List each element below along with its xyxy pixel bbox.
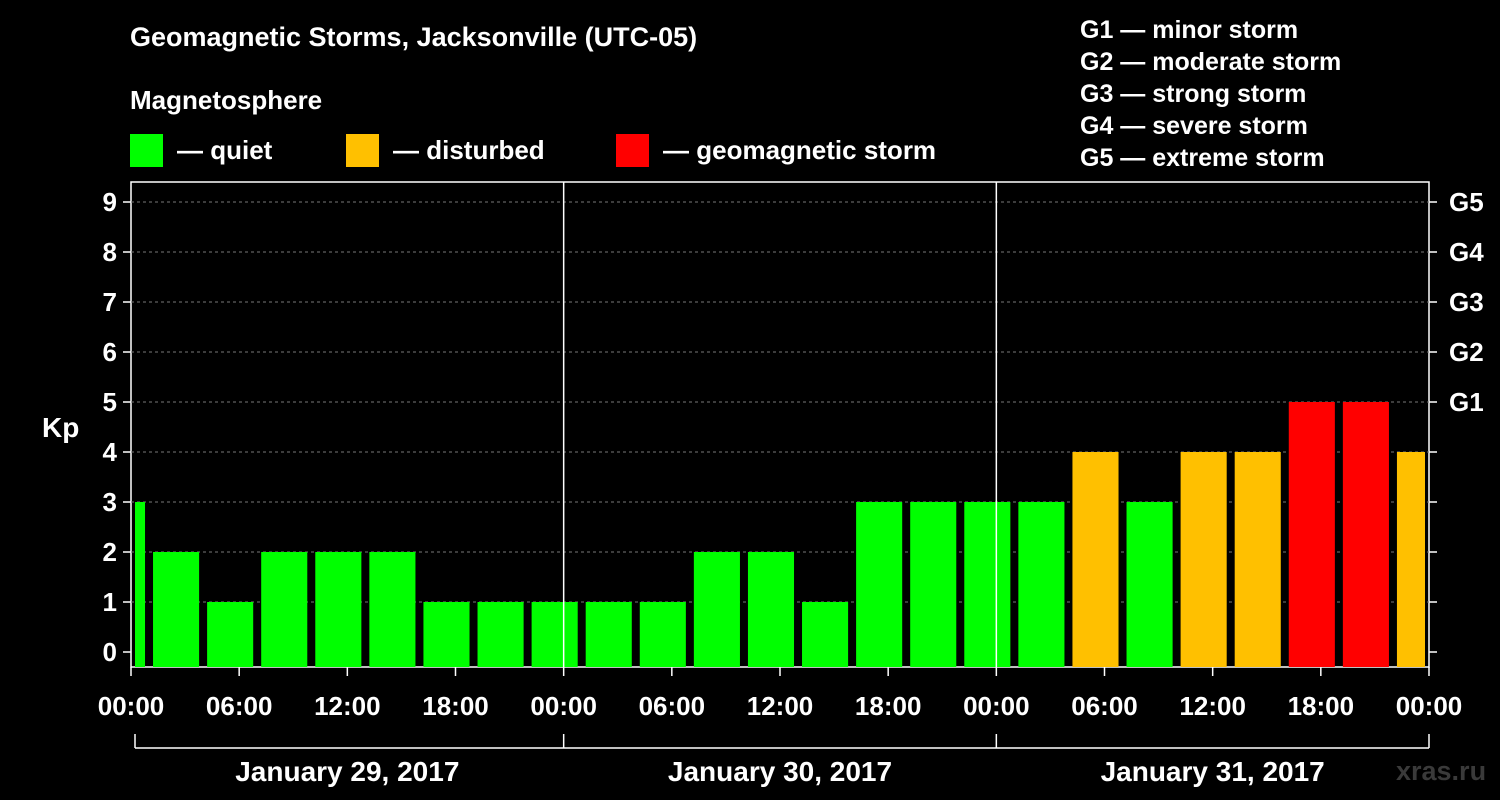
x-tick-label: 06:00 [206,691,273,721]
kp-bar [261,552,308,667]
g-scale-label: G4 [1449,237,1484,267]
kp-bar [747,552,795,667]
kp-bar [802,602,849,667]
kp-bar [1018,502,1065,667]
x-tick-label: 12:00 [1179,691,1246,721]
kp-bar [1126,502,1173,667]
x-tick-label: 18:00 [855,691,922,721]
g-legend-g3: G3 — strong storm [1080,80,1307,108]
legend-disturbed-label: — disturbed [393,134,545,165]
kp-bar [1396,452,1425,667]
kp-bar [423,602,470,667]
y-tick-label: 5 [103,387,117,417]
legend-heading: Magnetosphere [130,85,323,115]
x-tick-label: 12:00 [747,691,814,721]
kp-bar [1234,452,1281,667]
y-tick-label: 6 [103,337,117,367]
y-tick-label: 1 [103,587,117,617]
legend-disturbed: — disturbed [346,133,545,167]
kp-bar [856,502,903,667]
chart-title: Geomagnetic Storms, Jacksonville (UTC-05… [130,22,698,52]
y-tick-label: 7 [103,287,117,317]
x-tick-label: 06:00 [639,691,706,721]
kp-bar [369,552,416,667]
y-tick-label: 2 [103,537,117,567]
g-scale-legend: G1 — minor storm G2 — moderate storm G3 … [1080,14,1341,174]
y-axis-label: Kp [42,412,80,443]
y-tick-label: 9 [103,187,117,217]
g-scale-label: G3 [1449,287,1484,317]
day-label: January 29, 2017 [235,756,459,787]
x-tick-label: 12:00 [314,691,381,721]
kp-bar [1072,452,1119,667]
legend-swatch-storm [616,133,649,167]
x-tick-label: 00:00 [1396,691,1463,721]
x-tick-label: 00:00 [98,691,165,721]
legend-swatch-quiet [130,133,163,167]
kp-bar [135,502,146,667]
g-legend-g2: G2 — moderate storm [1080,48,1342,76]
x-tick-label: 00:00 [530,691,597,721]
kp-bar [639,602,686,667]
day-label: January 30, 2017 [668,756,892,787]
g-scale-label: G1 [1449,387,1484,417]
kp-bar [1180,452,1227,667]
g-legend-g4: G4 — severe storm [1080,112,1308,140]
kp-bar [585,602,632,667]
g-scale-label: G2 [1449,337,1484,367]
g-scale-label: G5 [1449,187,1484,217]
kp-bar [693,552,740,667]
day-label: January 31, 2017 [1101,756,1325,787]
watermark: xras.ru [1396,756,1487,786]
kp-bar [315,552,362,667]
kp-bar [477,602,524,667]
y-tick-label: 3 [103,487,117,517]
kp-bar [910,502,957,667]
x-tick-label: 00:00 [963,691,1030,721]
kp-bar [531,602,578,667]
kp-bar [1342,402,1389,667]
g-legend-g1: G1 — minor storm [1080,16,1299,44]
x-tick-label: 18:00 [422,691,489,721]
kp-bar [1288,402,1335,667]
y-tick-label: 8 [103,237,117,267]
g-legend-g5: G5 — extreme storm [1080,144,1325,172]
y-tick-label: 4 [103,437,118,467]
x-tick-label: 06:00 [1071,691,1138,721]
kp-bar [207,602,254,667]
legend-storm: — geomagnetic storm [616,133,936,167]
x-tick-label: 18:00 [1288,691,1355,721]
kp-bar [964,502,1011,667]
y-tick-label: 0 [103,637,117,667]
legend-quiet: — quiet [130,133,272,167]
kp-bar [153,552,200,667]
legend-storm-label: — geomagnetic storm [663,134,937,165]
legend-quiet-label: — quiet [177,134,273,165]
legend-swatch-disturbed [346,133,379,167]
